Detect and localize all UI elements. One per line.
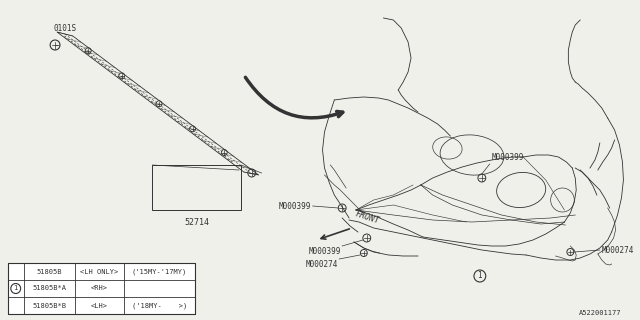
Text: <LH>: <LH> [91,302,108,308]
Text: M000274: M000274 [602,245,634,254]
Text: ('15MY-'17MY): ('15MY-'17MY) [132,268,187,275]
Text: 1: 1 [13,285,18,292]
Text: 51805B*B: 51805B*B [32,302,66,308]
Text: 52714: 52714 [184,218,209,227]
Text: M000274: M000274 [306,260,339,269]
Text: <RH>: <RH> [91,285,108,292]
Text: 0101S: 0101S [53,24,76,33]
Text: 51805B*A: 51805B*A [32,285,66,292]
Bar [8,263,195,314]
Text: M000399: M000399 [278,202,311,211]
Text: 1: 1 [477,271,482,281]
Bar [152,165,241,210]
Text: ('18MY-    >): ('18MY- >) [132,302,187,309]
Text: 51805B: 51805B [36,268,62,275]
Text: M000399: M000399 [309,247,341,256]
Text: FRONT: FRONT [354,210,381,226]
Text: <LH ONLY>: <LH ONLY> [80,268,118,275]
Text: A522001177: A522001177 [579,310,621,316]
Text: M000399: M000399 [492,153,524,162]
